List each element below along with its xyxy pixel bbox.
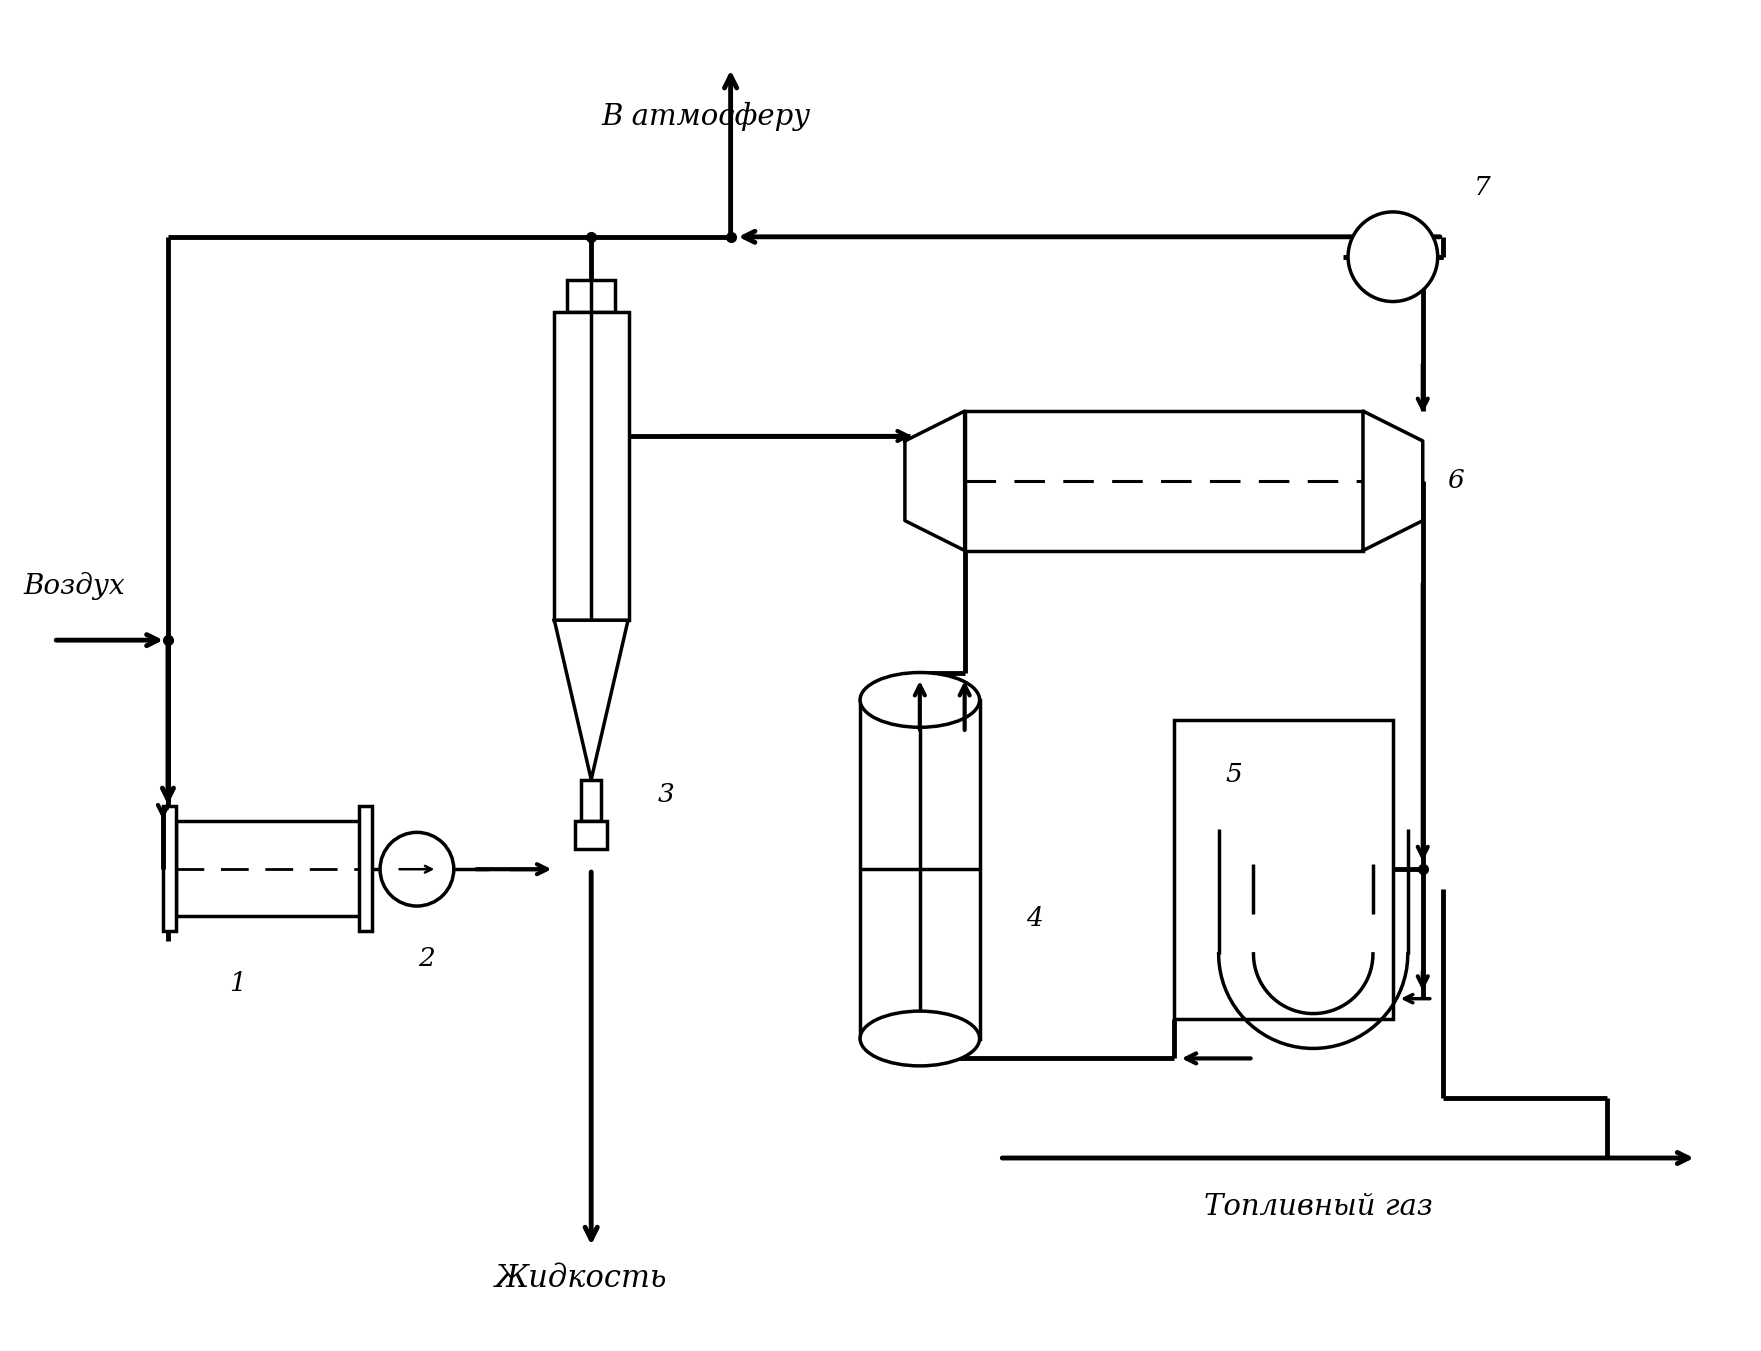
Text: Топливный газ: Топливный газ bbox=[1205, 1193, 1432, 1221]
Bar bbox=[576, 821, 608, 850]
Polygon shape bbox=[555, 620, 629, 780]
Text: 1: 1 bbox=[229, 971, 247, 996]
Text: 4: 4 bbox=[1027, 907, 1043, 931]
Circle shape bbox=[380, 832, 454, 907]
Bar bbox=[1175, 720, 1393, 1019]
Text: 6: 6 bbox=[1448, 469, 1465, 493]
Bar bbox=[359, 807, 372, 931]
Bar bbox=[567, 280, 615, 312]
Polygon shape bbox=[1363, 411, 1423, 550]
Text: В атмосферу: В атмосферу bbox=[601, 103, 810, 131]
Bar bbox=[164, 807, 176, 931]
Text: Воздух: Воздух bbox=[23, 573, 125, 600]
Text: Жидкость: Жидкость bbox=[495, 1263, 667, 1293]
Text: 2: 2 bbox=[419, 946, 435, 971]
Circle shape bbox=[1349, 212, 1437, 301]
Bar bbox=[555, 312, 629, 620]
Bar bbox=[581, 780, 601, 821]
Bar bbox=[965, 411, 1363, 550]
Text: 7: 7 bbox=[1474, 174, 1492, 200]
Ellipse shape bbox=[859, 673, 979, 727]
Bar bbox=[176, 821, 361, 916]
Bar bbox=[859, 700, 979, 1039]
Ellipse shape bbox=[859, 1011, 979, 1066]
Text: 5: 5 bbox=[1226, 762, 1242, 788]
Text: 3: 3 bbox=[657, 782, 674, 807]
Polygon shape bbox=[905, 411, 965, 550]
